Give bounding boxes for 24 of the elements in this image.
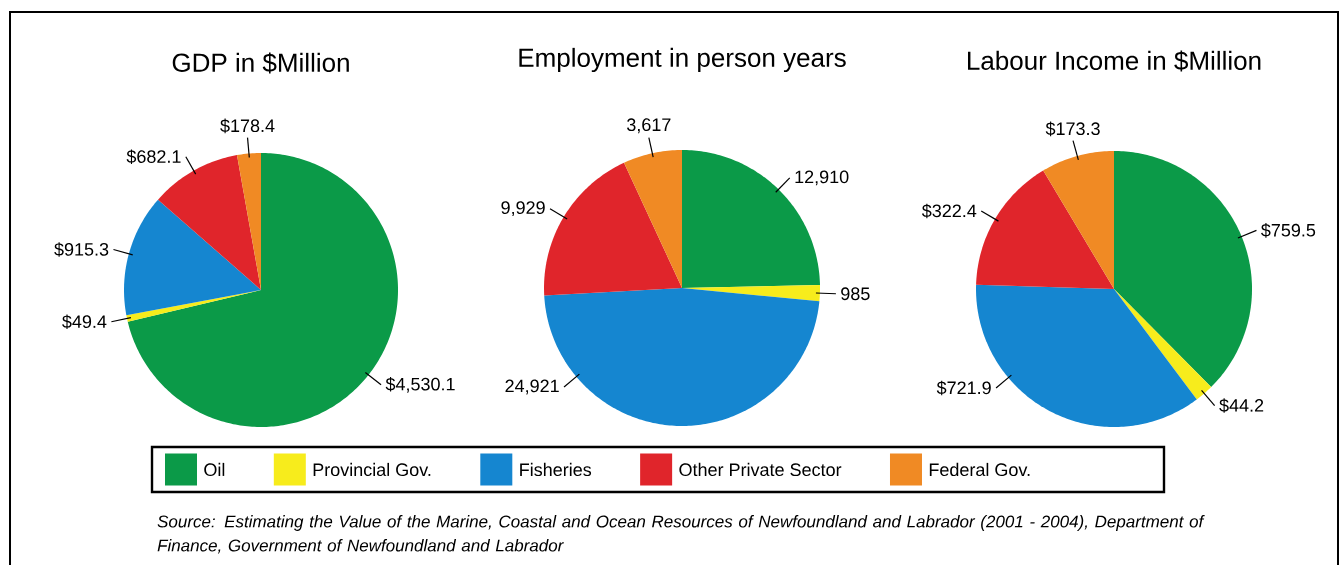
data-label: 12,910 xyxy=(795,170,849,186)
legend-label: Provincial Gov. xyxy=(313,462,431,477)
legend-label: Oil xyxy=(204,462,225,477)
chart-title: GDP in $Million xyxy=(172,52,349,74)
legend-label: Federal Gov. xyxy=(929,462,1030,477)
legend-label: Other Private Sector xyxy=(679,462,842,477)
data-label: $44.2 xyxy=(1219,398,1264,413)
data-label: $322.4 xyxy=(921,203,977,219)
source-note: Source: Estimating the Value of the Marine, Coastal and Ocean Resources of Newfoundland and Labrador (2001 - 2004), Department of Finance, Government of Newfoundland and Labrador xyxy=(157,515,1205,554)
data-label: 3,617 xyxy=(627,118,671,134)
chart-title: Labour Income in $Million xyxy=(968,50,1261,72)
data-label: 24,921 xyxy=(505,379,559,395)
data-label: $759.5 xyxy=(1261,223,1316,238)
chart-title: Employment in person years xyxy=(519,47,846,73)
data-label: $49.4 xyxy=(62,314,107,330)
data-label: $721.9 xyxy=(936,380,991,396)
data-label: $178.4 xyxy=(220,118,275,134)
data-label: $915.3 xyxy=(54,242,109,257)
data-label: 985 xyxy=(841,287,870,301)
data-label: 9,929 xyxy=(501,201,545,217)
legend-label: Fisheries xyxy=(520,462,592,477)
data-label: $682.1 xyxy=(126,149,181,165)
data-label: $173.3 xyxy=(1045,121,1100,137)
data-label: $4,530.1 xyxy=(385,377,455,393)
